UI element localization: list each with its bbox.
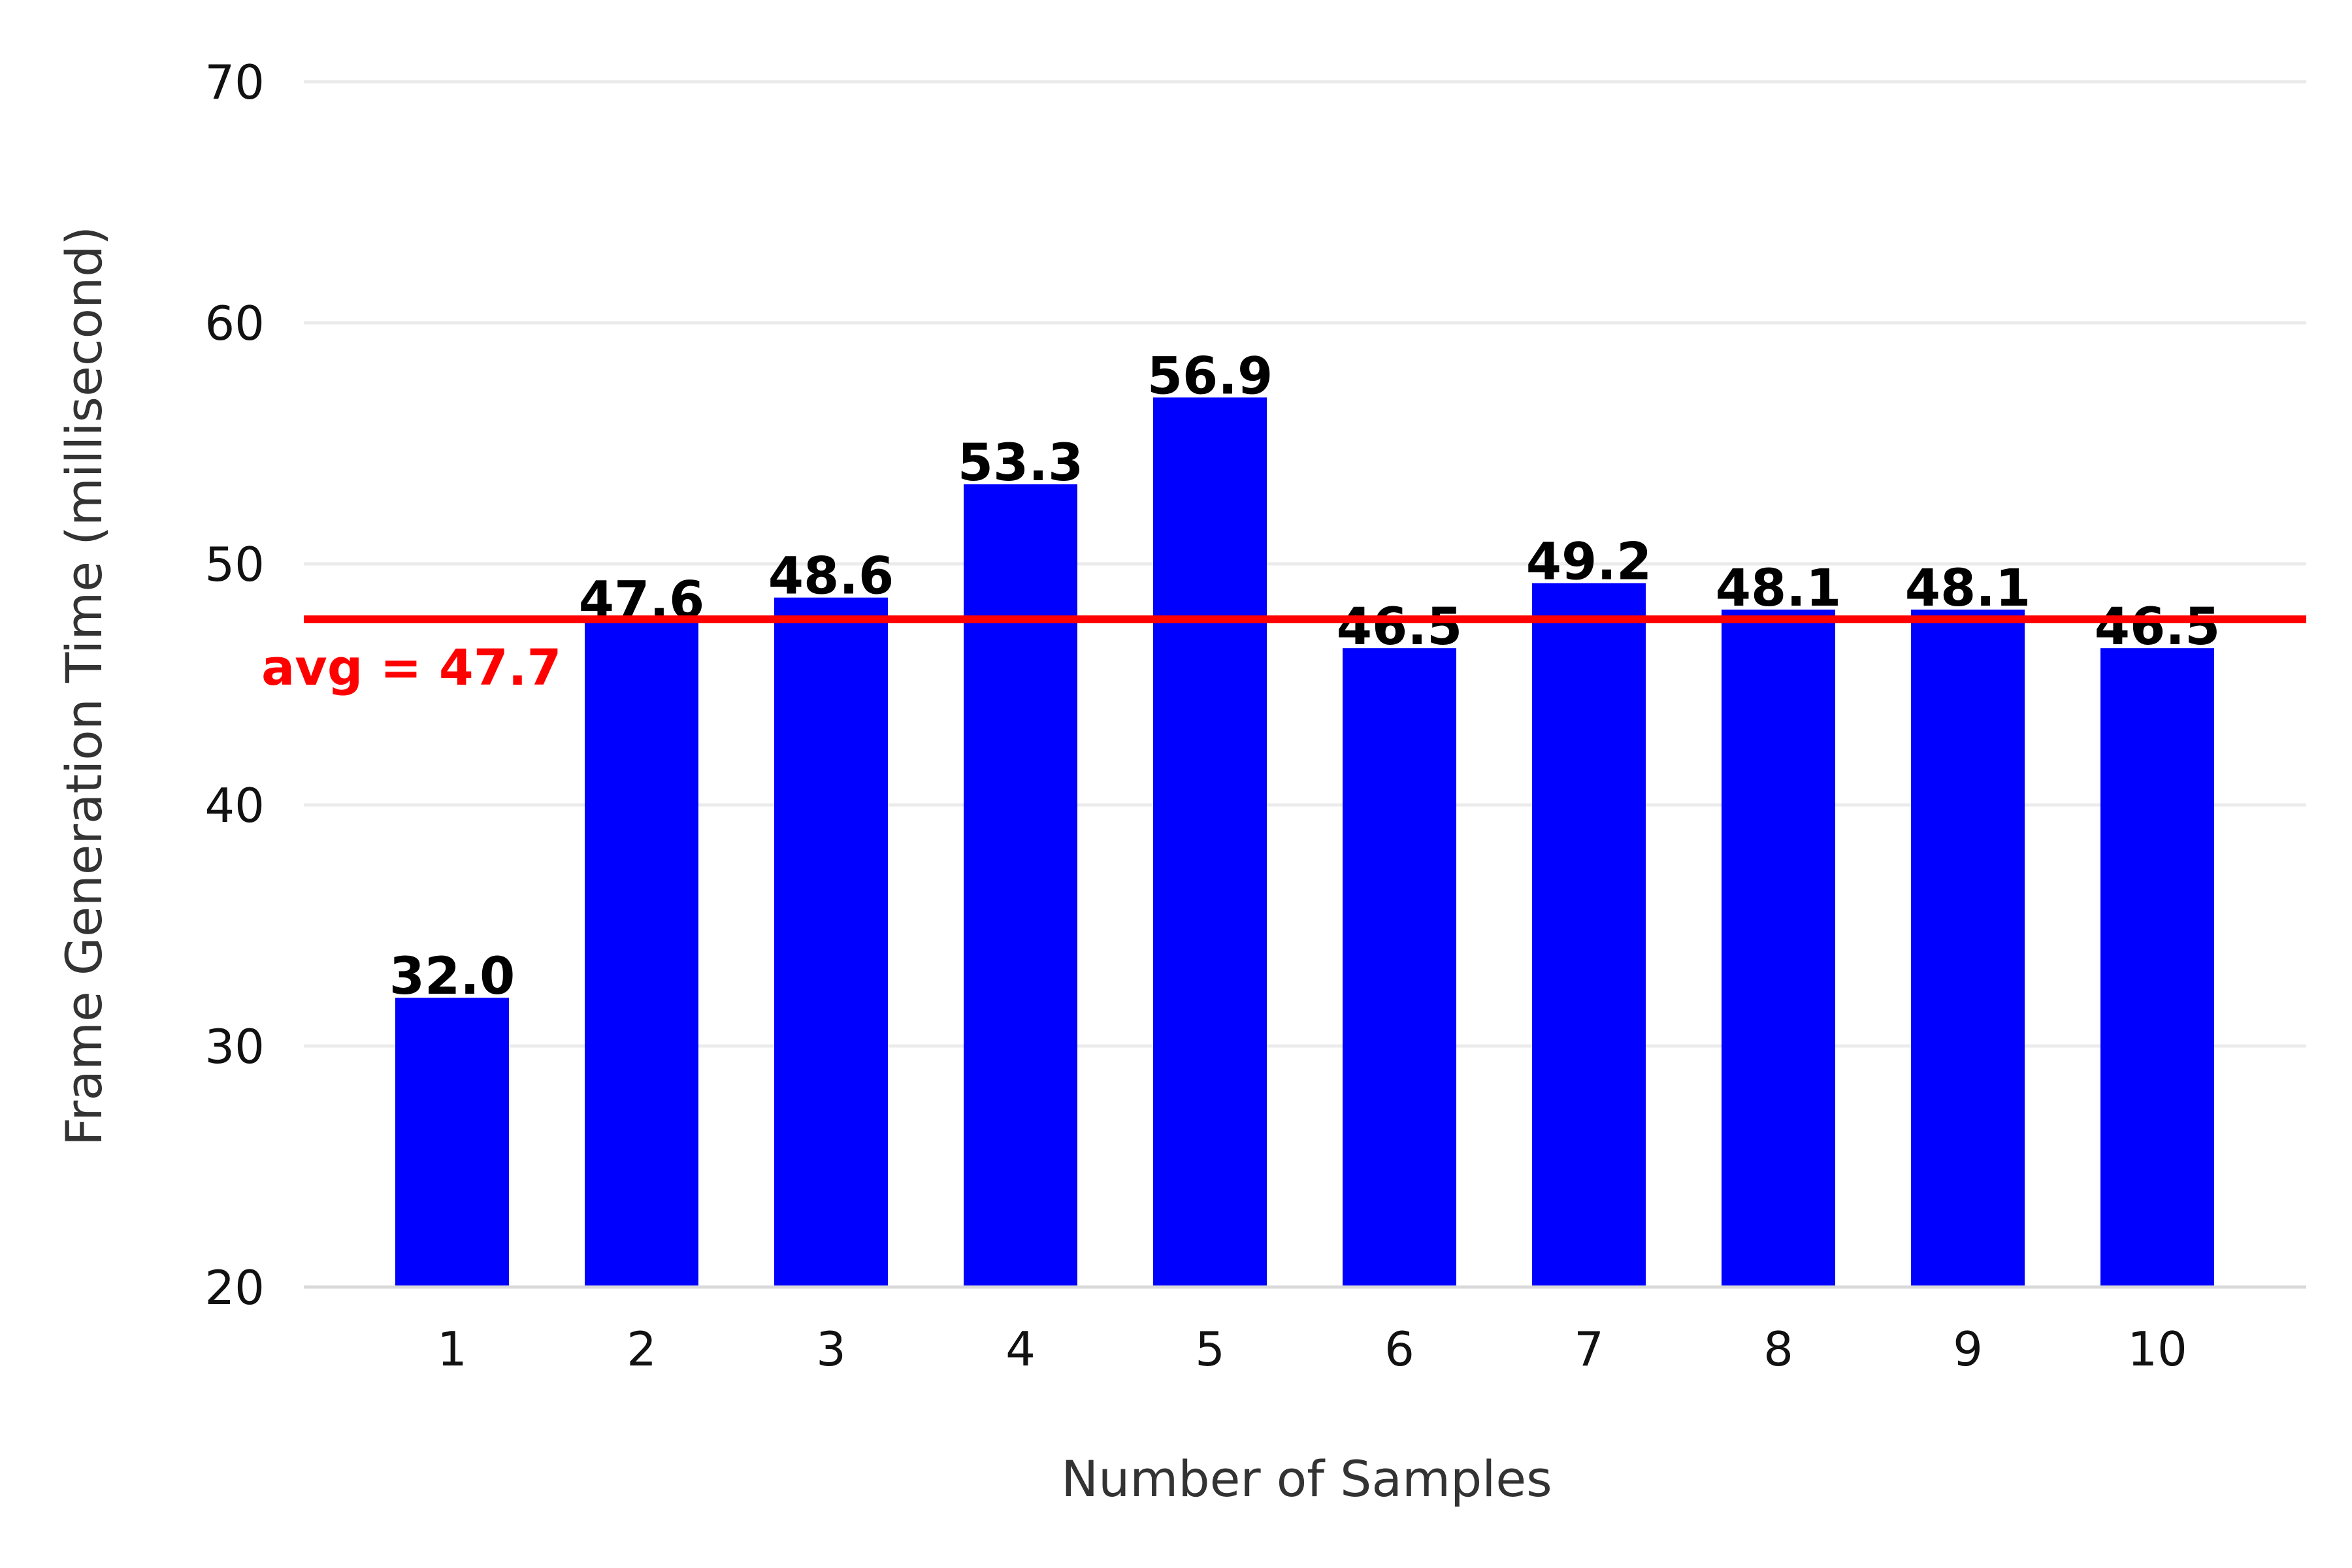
average-label: avg = 47.7 <box>261 638 561 696</box>
bar-value-label: 56.9 <box>1147 347 1273 406</box>
bar <box>395 998 509 1287</box>
y-axis-title: Frame Generation Time (millisecond) <box>55 226 113 1146</box>
bar-value-label: 48.1 <box>1716 559 1841 618</box>
bar <box>1153 397 1267 1287</box>
bar <box>964 484 1077 1287</box>
bars-layer <box>395 397 2214 1288</box>
axis-layer: 20 30 40 50 60 70 1 2 3 4 5 6 7 8 9 10 <box>204 55 2306 1377</box>
bar <box>1911 610 2025 1287</box>
x-axis-title: Number of Samples <box>1061 1450 1552 1508</box>
bar <box>2100 648 2214 1287</box>
x-tick-label: 6 <box>1384 1322 1414 1377</box>
x-tick-label: 9 <box>1953 1322 1983 1377</box>
bar <box>1722 610 1835 1287</box>
y-tick-label: 30 <box>204 1019 265 1074</box>
bar <box>1532 583 1646 1287</box>
bar-value-label: 53.3 <box>958 434 1083 493</box>
x-tick-label: 10 <box>2127 1322 2187 1377</box>
bar <box>585 621 698 1287</box>
y-tick-label: 70 <box>204 55 265 110</box>
y-tick-label: 20 <box>204 1260 265 1315</box>
data-labels-layer: 32.047.6 48.653.356.946.549.2 48.1 48.146.5 <box>389 347 2220 1006</box>
x-tick-label: 1 <box>437 1322 467 1377</box>
x-tick-label: 2 <box>627 1322 657 1377</box>
bar <box>774 597 888 1288</box>
bar-value-label: 46.5 <box>2095 598 2220 657</box>
x-tick-label: 7 <box>1574 1322 1604 1377</box>
x-tick-label: 3 <box>816 1322 846 1377</box>
bar-value-label: 49.2 <box>1526 533 1652 592</box>
y-tick-label: 40 <box>204 778 265 833</box>
x-tick-label: 4 <box>1005 1322 1036 1377</box>
bar-value-label: 48.6 <box>768 547 894 606</box>
bar-value-label: 46.5 <box>1337 598 1462 657</box>
reference-line-layer: avg = 47.7 <box>261 615 2306 696</box>
bar-value-label: 48.1 <box>1905 559 2031 618</box>
y-tick-label: 50 <box>204 537 265 592</box>
y-tick-label: 60 <box>204 296 265 351</box>
x-tick-label: 8 <box>1763 1322 1793 1377</box>
bar <box>1343 648 1456 1287</box>
bar-value-label: 32.0 <box>389 947 515 1006</box>
x-tick-label: 5 <box>1195 1322 1225 1377</box>
